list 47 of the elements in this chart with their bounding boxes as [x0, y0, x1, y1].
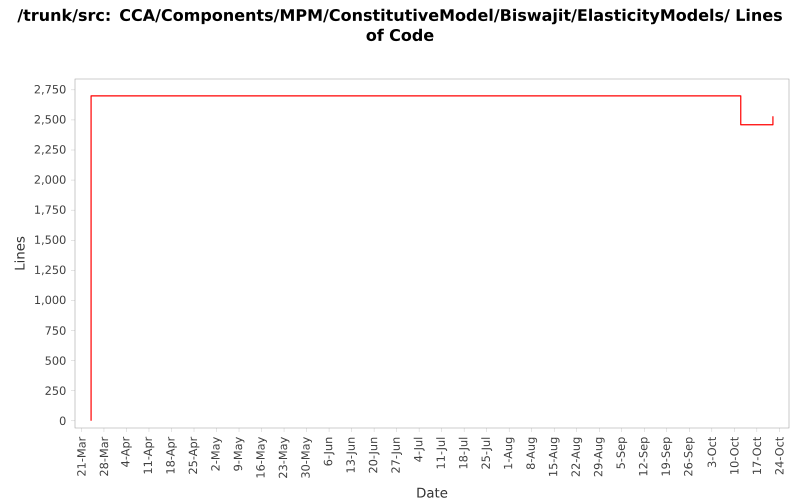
x-tick-label: 18-Jul	[458, 438, 470, 468]
x-tick-label: 10-Oct	[730, 436, 739, 474]
x-tick-label: 30-May	[301, 437, 312, 478]
x-tick-label: 4-Jul	[414, 438, 425, 462]
x-tick-label: 17-Oct	[752, 436, 762, 474]
x-tick-label: 12-Sep	[638, 437, 650, 476]
x-tick-label: 13-Jun	[346, 438, 357, 472]
x-tick-label: 25-Apr	[188, 436, 200, 474]
x-tick-label: 8-Aug	[526, 438, 538, 470]
x-tick-label: 19-Sep	[661, 437, 672, 476]
x-tick-label: 15-Aug	[548, 438, 560, 476]
y-tick-label: 1,500	[35, 235, 66, 246]
y-tick-label: 500	[46, 356, 66, 365]
y-tick-label: 1,000	[35, 296, 66, 306]
x-tick-label: 24-Oct	[775, 436, 784, 474]
x-tick-label: 6-Jun	[324, 438, 334, 466]
x-tick-label: 23-May	[278, 437, 290, 478]
y-tick-label: 1,750	[35, 205, 66, 216]
y-tick-label: 750	[46, 326, 66, 335]
y-tick-label: 250	[45, 386, 66, 395]
x-tick-label: 11-Jul	[436, 438, 448, 468]
x-tick-label: 3-Oct	[708, 436, 716, 468]
x-tick-label: 18-Apr	[166, 436, 177, 474]
x-tick-label: 4-Apr	[121, 436, 132, 467]
x-tick-label: 25-Jul	[481, 438, 492, 469]
x-tick-label: 27-Jun	[391, 438, 402, 473]
chart-title: /trunk/src: CCA/Components/MPM/ConstitutiveModel/Biswajit/ElasticityModels/ Lines of Code	[17, 8, 782, 42]
x-axis-title: Date	[417, 488, 448, 498]
x-tick-label: 16-May	[256, 437, 267, 478]
x-tick-label: 11-Apr	[144, 436, 154, 474]
y-tick-label: 2,500	[34, 115, 66, 125]
x-tick-label: 5-Sep	[616, 437, 628, 468]
y-tick-label: 1,250	[35, 265, 66, 276]
x-tick-label: 1-Aug	[504, 438, 515, 469]
x-tick-label: 28-Mar	[100, 436, 108, 476]
x-tick-label: 20-Jun	[368, 438, 380, 473]
x-tick-label: 22-Aug	[571, 438, 582, 476]
x-tick-label: 2-May	[211, 437, 222, 471]
y-axis-title: Lines	[14, 236, 25, 270]
y-tick-label: 2,750	[34, 84, 66, 95]
x-tick-label: 9-May	[234, 437, 244, 471]
y-tick-label: 0	[60, 416, 66, 426]
x-tick-label: 21-Mar	[77, 436, 86, 476]
x-tick-label: 26-Sep	[684, 437, 695, 476]
y-tick-label: 2,000	[34, 175, 66, 185]
y-tick-label: 2,250	[34, 145, 66, 155]
x-tick-label: 29-Aug	[594, 438, 605, 476]
